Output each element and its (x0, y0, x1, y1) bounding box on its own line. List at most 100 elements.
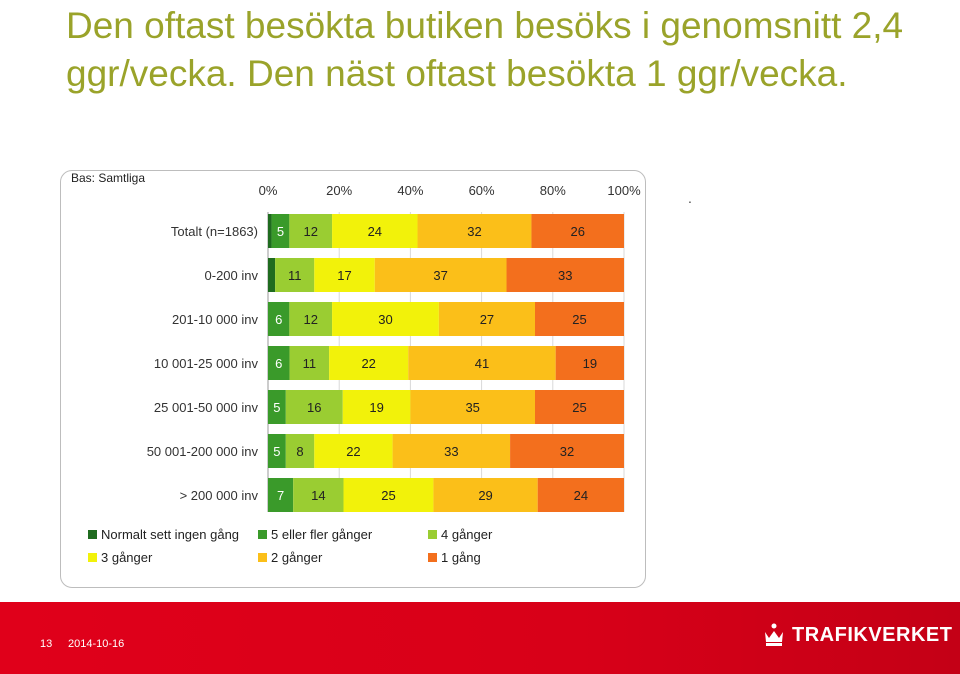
trafikverket-logo: TRAFIKVERKET (762, 622, 952, 648)
bar-segment (293, 478, 344, 512)
legend-item: 3 gånger (88, 550, 152, 565)
data-label: 37 (433, 268, 447, 283)
data-label: 22 (361, 356, 375, 371)
logo-text: TRAFIKVERKET (792, 623, 953, 646)
data-label: 16 (307, 400, 321, 415)
bar-segment (433, 478, 538, 512)
bar-segment (510, 434, 624, 468)
legend-swatch (258, 553, 267, 562)
legend-swatch (428, 553, 437, 562)
category-label: > 200 000 inv (180, 488, 259, 503)
legend-label: 4 gånger (441, 527, 493, 542)
data-label: 8 (296, 444, 303, 459)
bar-segment (289, 346, 330, 380)
data-label: 25 (572, 400, 586, 415)
bar-segment (329, 346, 409, 380)
category-label: 25 001-50 000 inv (154, 400, 259, 415)
bar-segment (531, 214, 624, 248)
data-label: 25 (381, 488, 395, 503)
bar-segment (410, 390, 535, 424)
x-tick-label: 0% (259, 183, 278, 198)
category-label: 0-200 inv (205, 268, 259, 283)
bar-segment (268, 478, 294, 512)
legend-swatch (88, 553, 97, 562)
data-label: 24 (368, 224, 382, 239)
x-tick-label: 20% (326, 183, 352, 198)
crown-icon (765, 623, 783, 646)
bar-segment (342, 390, 411, 424)
data-label: 32 (467, 224, 481, 239)
bar-segment (332, 214, 418, 248)
data-label: 5 (273, 400, 280, 415)
data-label: 17 (337, 268, 351, 283)
legend-item: Normalt sett ingen gång (88, 527, 239, 542)
legend-item: 1 gång (428, 550, 481, 565)
data-label: 5 (277, 224, 284, 239)
bar-segment (506, 258, 624, 292)
bar-segment (268, 214, 272, 248)
category-label: 50 001-200 000 inv (147, 444, 259, 459)
bar-segment (268, 434, 286, 468)
x-tick-label: 100% (607, 183, 641, 198)
legend-label: 3 gånger (101, 550, 153, 565)
bar-segment (535, 390, 624, 424)
category-label: 201-10 000 inv (172, 312, 259, 327)
bar-segment (268, 390, 286, 424)
bar-segment (417, 214, 532, 248)
x-tick-label: 80% (540, 183, 566, 198)
bar-segment (268, 302, 290, 336)
bar-segment (392, 434, 511, 468)
bar-segment (332, 302, 439, 336)
data-label: 14 (311, 488, 325, 503)
data-label: 33 (558, 268, 572, 283)
legend-item: 5 eller fler gånger (258, 527, 372, 542)
data-label: 32 (560, 444, 574, 459)
data-label: 6 (275, 356, 282, 371)
page-number: 13 (40, 638, 53, 650)
bar-segment (374, 258, 507, 292)
legend-label: Normalt sett ingen gång (101, 527, 240, 542)
bar-segment (289, 214, 333, 248)
legend-swatch (428, 530, 437, 539)
footer-bar: 13 2014-10-16 TRAFIKVERKET (0, 602, 960, 674)
legend-swatch (88, 530, 97, 539)
base-label: Bas: Samtliga (71, 171, 146, 185)
data-label: 12 (303, 312, 317, 327)
slide-title: Den oftast besökta butiken besöks i geno… (66, 5, 904, 94)
category-label: 10 001-25 000 inv (154, 356, 259, 371)
data-label: 19 (583, 356, 597, 371)
legend-label: 1 gång (441, 550, 481, 565)
bar-segment (314, 258, 375, 292)
footer-date: 2014-10-16 (68, 638, 125, 650)
data-label: 6 (275, 312, 282, 327)
data-label: 25 (572, 312, 586, 327)
bar-segment (268, 346, 290, 380)
bar-segment (271, 214, 290, 248)
legend-label: 2 gånger (271, 550, 323, 565)
category-label: Totalt (n=1863) (171, 224, 258, 239)
data-label: 29 (478, 488, 492, 503)
legend-label: 5 eller fler gånger (271, 527, 373, 542)
legend-item: 4 gånger (428, 527, 492, 542)
data-label: 35 (465, 400, 479, 415)
stacked-bar-chart: 0%20%40%60%80%100%Totalt (n=1863)1512243… (147, 183, 641, 512)
bar-segment (537, 478, 624, 512)
data-label: 22 (346, 444, 360, 459)
bar-segment (535, 302, 624, 336)
bar-segment (285, 434, 315, 468)
data-label: 12 (303, 224, 317, 239)
data-label: 7 (277, 488, 284, 503)
data-label: 19 (369, 400, 383, 415)
bar-segment (275, 258, 315, 292)
data-label: 11 (288, 268, 302, 283)
bar-segment (285, 390, 343, 424)
data-label: 5 (273, 444, 280, 459)
dot-mark: . (688, 190, 692, 206)
legend-item: 2 gånger (258, 550, 322, 565)
x-tick-label: 40% (397, 183, 423, 198)
bar-segment (268, 258, 276, 292)
data-label: 27 (480, 312, 494, 327)
data-label: 24 (574, 488, 588, 503)
bar-segment (314, 434, 393, 468)
bar-segment (289, 302, 333, 336)
